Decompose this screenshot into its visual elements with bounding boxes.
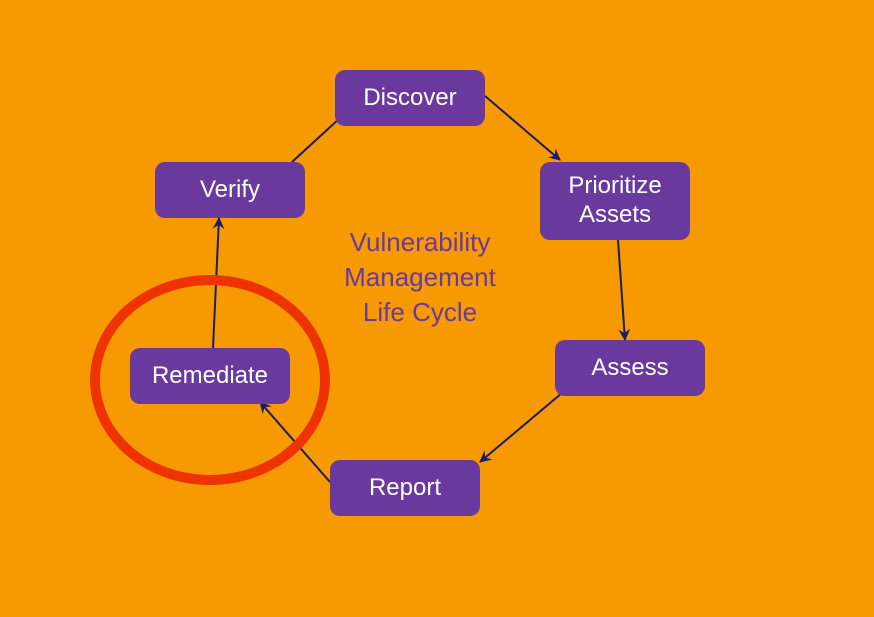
- node-verify: Verify: [155, 162, 305, 218]
- node-assess: Assess: [555, 340, 705, 396]
- node-label: Assess: [591, 354, 668, 383]
- center-title: Vulnerability Management Life Cycle: [320, 225, 520, 335]
- node-label: Prioritize Assets: [568, 172, 661, 230]
- edge-arrow: [618, 240, 625, 340]
- node-label: Discover: [363, 84, 456, 113]
- diagram-canvas: Discover Prioritize Assets Assess Report…: [0, 0, 874, 617]
- node-label: Verify: [200, 176, 260, 205]
- node-label: Report: [369, 474, 441, 503]
- node-discover: Discover: [335, 70, 485, 126]
- center-title-text: Vulnerability Management Life Cycle: [344, 227, 496, 327]
- node-remediate: Remediate: [130, 348, 290, 404]
- node-label: Remediate: [152, 362, 268, 391]
- edge-arrow: [480, 393, 562, 462]
- node-report: Report: [330, 460, 480, 516]
- edge-arrow: [485, 96, 560, 160]
- node-prioritize: Prioritize Assets: [540, 162, 690, 240]
